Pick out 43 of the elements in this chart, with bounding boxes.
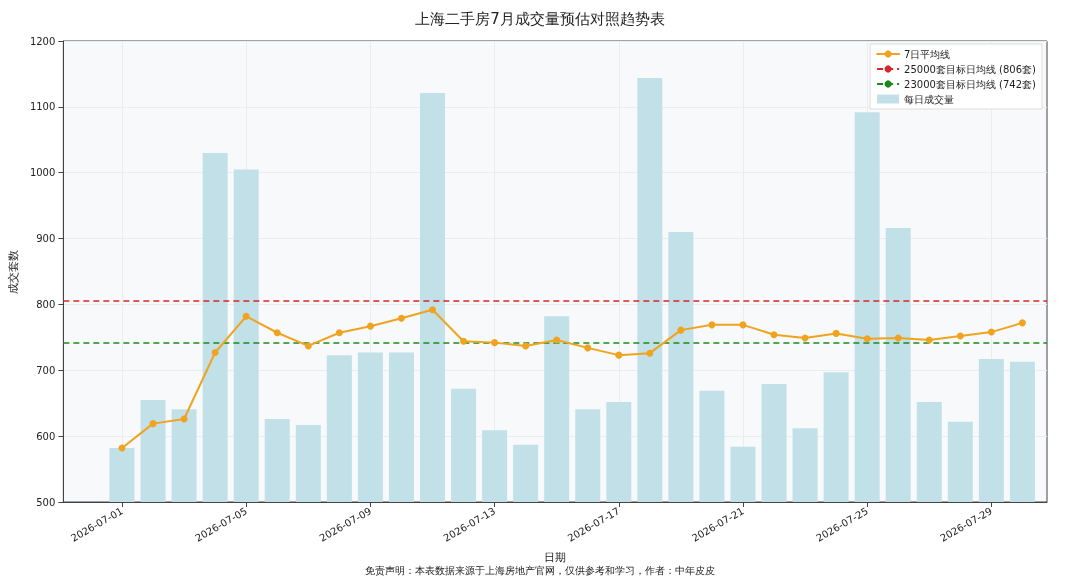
point xyxy=(491,339,499,347)
point xyxy=(460,337,468,345)
y-tick-label: 1100 xyxy=(29,101,56,113)
point xyxy=(646,349,654,357)
point xyxy=(894,334,902,342)
point xyxy=(335,329,343,337)
point xyxy=(273,329,281,337)
y-tick-label: 800 xyxy=(36,298,56,310)
point xyxy=(242,312,250,320)
legend-label: 23000套目标日均线 (742套) xyxy=(904,78,1037,90)
legend-label: 25000套目标日均线 (806套) xyxy=(904,63,1037,75)
y-tick-label: 600 xyxy=(36,430,56,442)
x-axis-title: 日期 xyxy=(544,551,567,564)
point xyxy=(584,344,592,352)
point xyxy=(428,306,436,314)
point xyxy=(708,321,716,329)
point xyxy=(863,335,871,343)
point xyxy=(615,351,623,359)
y-tick-label: 700 xyxy=(36,364,56,376)
point xyxy=(304,342,312,350)
point xyxy=(925,336,933,344)
y-axis-title: 成交套数 xyxy=(7,249,20,294)
point xyxy=(149,420,157,428)
point xyxy=(522,342,530,350)
y-tick-label: 900 xyxy=(36,233,56,245)
point xyxy=(739,321,747,329)
point xyxy=(1018,319,1026,327)
point xyxy=(770,331,778,339)
y-tick-label: 1000 xyxy=(29,167,56,179)
text: 免责声明：本表数据来源于上海房地产官网，仅供参考和学习，作者：中年皮皮 xyxy=(365,564,715,576)
point xyxy=(211,349,219,356)
point xyxy=(366,322,374,330)
legend-label: 7日平均线 xyxy=(904,48,951,60)
point xyxy=(832,329,840,337)
chart-title: 上海二手房7月成交量预估对照趋势表 xyxy=(415,9,665,28)
point xyxy=(553,336,561,344)
point xyxy=(987,328,995,336)
legend-label: 每日成交量 xyxy=(904,93,955,105)
y-tick-label: 1200 xyxy=(29,35,56,47)
point xyxy=(397,314,405,322)
y-tick-label: 500 xyxy=(36,496,56,508)
point xyxy=(677,326,685,334)
point xyxy=(956,332,964,340)
